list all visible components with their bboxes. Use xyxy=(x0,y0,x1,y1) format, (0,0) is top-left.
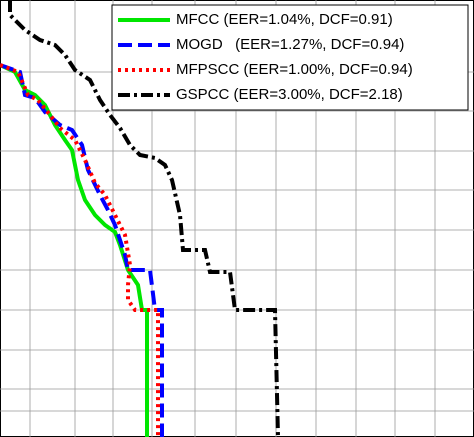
data-line xyxy=(0,63,149,437)
legend-label: GSPCC (EER=3.00%, DCF=2.18) xyxy=(176,86,403,103)
data-line xyxy=(8,0,280,437)
legend-label: MFPSCC (EER=1.00%, DCF=0.94) xyxy=(176,61,413,78)
legend-label: MOGD (EER=1.27%, DCF=0.94) xyxy=(176,36,404,53)
legend-label: MFCC (EER=1.04%, DCF=0.91) xyxy=(176,11,393,28)
legend-box xyxy=(111,4,469,111)
